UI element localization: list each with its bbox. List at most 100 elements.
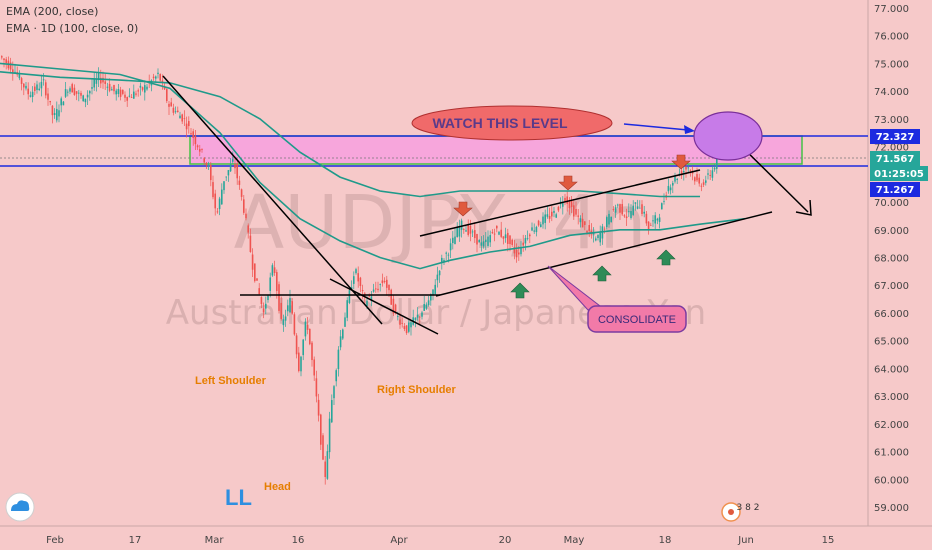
candle-body [516,250,518,257]
candle-body [375,288,377,289]
candle-body [327,451,329,479]
candle-body [714,168,716,170]
x-tick-label: 17 [129,535,142,546]
candle-body [472,232,474,233]
candle-body [586,231,588,233]
candle-body [258,288,260,294]
counter-badge[interactable]: 3 8 2 [722,503,759,521]
candle-body [30,95,32,97]
candle-body [234,164,236,168]
candle-body [272,265,274,275]
candle-body [344,317,346,326]
candle-body [208,166,210,167]
candle-body [217,211,219,212]
candle-body [696,174,698,180]
candle-body [597,235,599,238]
candle-body [265,304,267,309]
candle-body [140,86,142,88]
candle-body [107,87,109,88]
candle-body [195,136,197,144]
candle-body [276,272,278,291]
x-tick-label: Apr [390,535,408,546]
candle-body [606,217,608,227]
candle-body [399,320,401,325]
x-tick-label: Feb [46,535,64,546]
candle-body [34,87,36,91]
candle-body [639,208,641,209]
watch-pointer-arrow [624,124,688,130]
candle-body [525,238,527,243]
candle-body [456,228,458,237]
candle-body [580,218,582,222]
candle-body [353,276,355,284]
candle-body [663,201,665,202]
candle-body [485,240,487,242]
candle-body [657,219,659,221]
candle-body [404,326,406,329]
candle-body [157,73,159,74]
candle-body [549,216,551,219]
candle-body [390,290,392,305]
candle-body [518,252,520,254]
y-tick-label: 66.000 [874,309,909,320]
price-tag-lower-value: 71.267 [876,185,915,196]
candle-body [316,378,318,396]
candle-body [186,124,188,130]
candle-body [322,435,324,459]
candle-body [626,216,628,218]
candle-body [386,280,388,288]
x-tick-label: Mar [205,535,225,546]
tradingview-logo[interactable] [6,493,34,521]
candle-body [599,233,601,243]
y-tick-label: 70.000 [874,198,909,209]
candle-body [313,359,315,375]
candle-body [201,149,203,150]
candle-body [291,301,293,313]
candle-body [617,205,619,206]
candle-body [85,99,87,102]
candle-body [558,207,560,211]
x-tick-label: May [564,535,585,546]
y-tick-label: 64.000 [874,364,909,375]
candle-body [529,235,531,237]
candle-body [210,165,212,180]
candle-body [236,164,238,179]
candle-body [461,221,463,230]
candle-body [379,284,381,285]
candle-body [687,167,689,168]
candle-body [635,202,637,203]
candle-body [701,186,703,187]
candle-body [368,296,370,297]
price-tag-current-value: 71.567 [876,154,915,165]
candle-body [397,316,399,317]
x-tick-label: 15 [822,535,835,546]
candle-body [357,273,359,281]
y-tick-label: 67.000 [874,281,909,292]
y-tick-label: 62.000 [874,420,909,431]
y-tick-label: 65.000 [874,337,909,348]
candle-body [118,89,120,94]
candle-body [311,343,313,360]
candle-body [395,305,397,312]
candle-body [252,255,254,270]
candle-body [520,248,522,254]
candle-body [228,170,230,175]
candle-body [465,230,467,231]
candle-body [503,236,505,238]
candle-body [278,284,280,311]
candle-body [419,317,421,318]
candle-body [199,149,201,152]
candle-body [445,253,447,254]
candle-body [155,76,157,78]
candle-body [575,209,577,215]
ema200-line [0,72,700,197]
candle-body [300,357,302,372]
candle-body [223,181,225,190]
candle-body [131,97,133,98]
candle-body [280,303,282,319]
candle-body [533,230,535,231]
candle-body [566,196,568,203]
candle-body [239,181,241,185]
candle-body [694,177,696,181]
